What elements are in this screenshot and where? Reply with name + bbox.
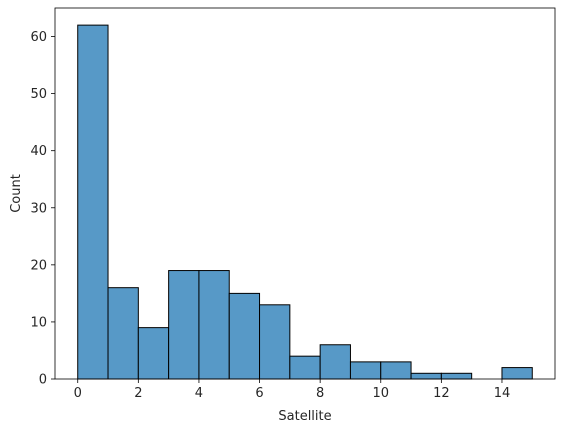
histogram-bar: [77, 24, 109, 380]
histogram-bar: [168, 270, 200, 380]
x-tick-label: 0: [74, 386, 82, 401]
histogram-bar: [289, 355, 321, 380]
histogram-bar: [501, 367, 533, 380]
y-axis-label: Count: [9, 174, 24, 213]
histogram-bar: [319, 344, 351, 380]
y-tick-label: 20: [30, 258, 47, 273]
y-tick-label: 30: [30, 201, 47, 216]
x-tick-label: 4: [195, 386, 203, 401]
x-tick-label: 8: [316, 386, 324, 401]
y-tick-label: 0: [39, 373, 47, 388]
histogram-bar: [137, 327, 170, 380]
histogram-bar: [349, 361, 382, 380]
histogram-bar: [380, 361, 412, 380]
histogram-bar: [440, 372, 473, 380]
bars: [77, 24, 533, 380]
x-axis-label: Satellite: [278, 409, 331, 424]
x-tick-label: 12: [433, 386, 450, 401]
histogram-bar: [228, 292, 261, 380]
x-tick-label: 2: [134, 386, 142, 401]
y-axis-ticks: 0 10 20 30 40 50 60: [30, 30, 55, 388]
histogram-bar: [259, 304, 291, 380]
histogram-bar: [410, 372, 442, 380]
y-tick-label: 50: [30, 87, 47, 102]
histogram-bar: [107, 287, 139, 380]
y-tick-label: 40: [30, 144, 47, 159]
y-tick-label: 10: [30, 315, 47, 330]
histogram-bar: [198, 270, 230, 380]
x-tick-label: 14: [494, 386, 511, 401]
y-tick-label: 60: [30, 30, 47, 45]
x-tick-label: 10: [372, 386, 389, 401]
x-axis-ticks: 0 2 4 6 8 10 12 14: [74, 379, 511, 401]
plot-frame: [54, 7, 556, 380]
x-tick-label: 6: [255, 386, 263, 401]
